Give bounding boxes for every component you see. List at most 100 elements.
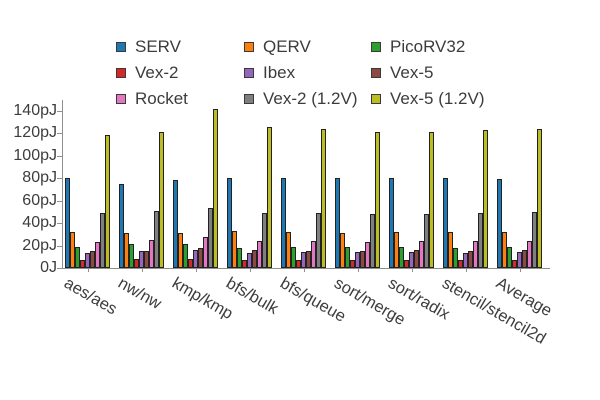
bar-serv [497, 179, 502, 268]
bar-vex-5-1-2v [429, 131, 434, 268]
bar-rocket [257, 241, 262, 268]
bar-ibex [463, 253, 468, 268]
bar-ibex [301, 252, 306, 268]
legend-swatch-icon [244, 68, 254, 78]
y-tick-mark [57, 155, 62, 157]
x-tick-mark [303, 268, 305, 272]
legend-label: QERV [263, 37, 311, 56]
legend-item-serv: SERV [116, 37, 244, 57]
bar-vex-2 [350, 260, 355, 268]
bar-picorv32 [75, 246, 80, 268]
bar-vex-2 [134, 259, 139, 268]
x-tick-mark [411, 268, 413, 272]
bar-vex-5-1-2v [321, 128, 326, 268]
bar-vex-5-1-2v [105, 135, 110, 268]
bar-ibex [247, 253, 252, 268]
bar-qerv [232, 230, 237, 268]
legend-swatch-icon [371, 94, 381, 104]
legend-label: SERV [135, 37, 181, 56]
x-tick-mark [87, 268, 89, 272]
bar-rocket [365, 242, 370, 268]
x-category-label: nw/nw [114, 274, 165, 313]
bar-vex-2 [458, 260, 463, 268]
bar-rocket [203, 236, 208, 268]
y-tick-label: 120pJ [13, 124, 57, 141]
y-tick-mark [57, 110, 62, 112]
bar-ibex [139, 251, 144, 268]
x-tick-mark [519, 268, 521, 272]
bar-qerv [286, 232, 291, 268]
bar-vex-5-1-2v [537, 128, 542, 268]
bar-picorv32 [129, 244, 134, 268]
bar-vex-2-1-2v [154, 210, 159, 268]
bar-serv [65, 178, 70, 268]
x-tick-mark [357, 268, 359, 272]
bar-serv [119, 183, 124, 268]
bar-vex-5-1-2v [213, 109, 218, 268]
bar-rocket [419, 241, 424, 268]
bar-vex-2 [188, 259, 193, 268]
legend-item-qerv: QERV [244, 37, 371, 57]
legend-swatch-icon [116, 42, 126, 52]
legend-item-vex-2-1-2v: Vex-2 (1.2V) [244, 89, 371, 109]
y-tick-label: 60pJ [22, 191, 57, 209]
legend-swatch-icon [116, 94, 126, 104]
bar-qerv [394, 232, 399, 268]
bar-qerv [448, 232, 453, 268]
bar-vex-5 [306, 251, 311, 268]
legend-item-vex-5: Vex-5 [371, 63, 485, 83]
bar-qerv [70, 232, 75, 268]
legend-label: Ibex [263, 63, 296, 82]
legend-item-ibex: Ibex [244, 63, 371, 83]
y-tick-label: 20pJ [22, 236, 57, 254]
bar-vex-2-1-2v [208, 208, 213, 268]
y-tick-mark [57, 245, 62, 247]
bar-vex-2 [512, 260, 517, 268]
legend-swatch-icon [244, 94, 254, 104]
y-tick-label: 80pJ [22, 169, 57, 186]
y-axis-line [62, 100, 64, 268]
bar-serv [335, 178, 340, 268]
x-tick-mark [465, 268, 467, 272]
bar-vex-5 [522, 250, 527, 268]
bar-qerv [340, 233, 345, 268]
legend-label: PicoRV32 [390, 37, 466, 56]
legend-label: Vex-5 [390, 63, 434, 82]
legend-swatch-icon [244, 42, 254, 52]
bar-ibex [355, 252, 360, 268]
legend-label: Rocket [135, 89, 188, 108]
bar-picorv32 [183, 244, 188, 268]
legend-swatch-icon [116, 68, 126, 78]
bar-ibex [193, 250, 198, 268]
bar-ibex [517, 252, 522, 268]
bar-vex-2 [242, 260, 247, 268]
y-tick-mark [57, 200, 62, 202]
legend-swatch-icon [371, 68, 381, 78]
bar-vex-2-1-2v [424, 214, 429, 268]
y-tick-label: 140pJ [13, 101, 57, 119]
bar-vex-2-1-2v [100, 212, 105, 268]
bar-rocket [473, 241, 478, 268]
bar-vex-2 [80, 260, 85, 268]
bar-vex-5 [360, 251, 365, 268]
y-tick-label: 40pJ [22, 214, 57, 231]
bar-vex-5-1-2v [159, 131, 164, 268]
y-tick-mark [57, 178, 62, 179]
bar-vex-5 [414, 250, 419, 268]
y-tick-label: 100pJ [13, 146, 57, 164]
bar-qerv [502, 232, 507, 268]
y-tick-mark [57, 133, 62, 134]
x-category-label: kmp/kmp [168, 274, 236, 324]
bar-picorv32 [345, 246, 350, 268]
bar-vex-2-1-2v [262, 212, 267, 268]
bar-qerv [124, 233, 129, 268]
bar-serv [281, 178, 286, 268]
bar-vex-5 [468, 251, 473, 268]
legend-item-rocket: Rocket [116, 89, 244, 109]
x-category-label: aes/aes [60, 274, 120, 319]
bar-serv [227, 178, 232, 268]
bar-picorv32 [453, 247, 458, 268]
bar-rocket [527, 241, 532, 268]
bar-rocket [311, 241, 316, 268]
